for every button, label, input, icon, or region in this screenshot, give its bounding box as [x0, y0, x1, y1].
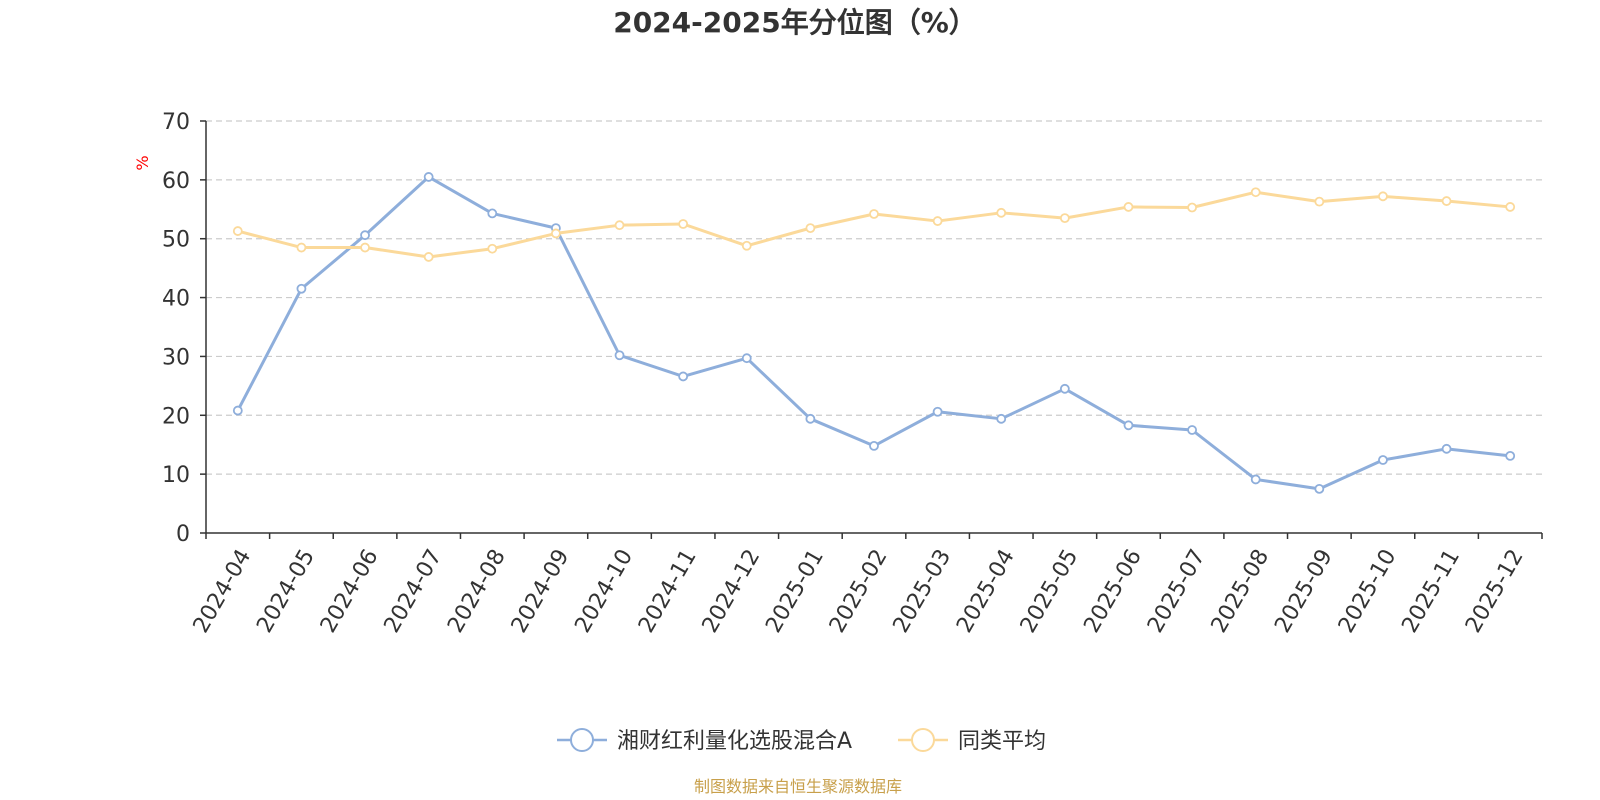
data-point: [996, 207, 1007, 218]
data-point: [1505, 202, 1516, 212]
data-point: [1123, 202, 1134, 212]
data-point: [360, 230, 370, 241]
x-tick-label: 2024-09: [507, 545, 575, 637]
x-tick-label: 2025-10: [1334, 545, 1402, 637]
y-tick-label: 40: [162, 287, 190, 312]
legend-label: 湘财红利量化选股混合A: [617, 729, 852, 754]
y-tick-label: 60: [162, 169, 190, 194]
x-tick-label: 2025-01: [761, 545, 829, 637]
data-point: [296, 242, 307, 253]
y-tick-label: 30: [162, 345, 190, 370]
data-point: [805, 413, 816, 424]
x-tick-label: 2025-07: [1143, 545, 1211, 637]
data-point: [805, 223, 816, 234]
data-point: [1187, 425, 1197, 435]
data-point: [741, 353, 752, 364]
y-axis-unit: %: [133, 155, 152, 170]
legend-marker: [911, 728, 935, 752]
data-point: [1378, 191, 1388, 202]
data-point: [232, 226, 243, 236]
x-tick-label: 2024-06: [316, 545, 384, 637]
data-point: [1314, 196, 1325, 207]
data-point: [741, 240, 752, 251]
x-tick-label: 2024-10: [570, 545, 638, 637]
data-point: [932, 406, 943, 417]
x-tick-label: 2025-02: [825, 545, 893, 637]
data-point: [869, 209, 879, 219]
data-point: [551, 228, 561, 239]
data-point: [678, 219, 689, 229]
x-tick-label: 2024-11: [634, 545, 702, 637]
x-tick-label: 2025-09: [1270, 545, 1338, 637]
legend-label: 同类平均: [958, 729, 1046, 754]
legend-marker: [570, 728, 594, 752]
data-point: [1441, 196, 1452, 206]
data-point: [996, 413, 1007, 424]
data-point: [1314, 483, 1325, 494]
x-tick-label: 2025-08: [1207, 545, 1275, 637]
series-lines: [232, 172, 1516, 494]
data-source: 制图数据来自恒生聚源数据库: [694, 777, 902, 796]
x-tick-label: 2025-11: [1397, 545, 1465, 637]
data-point: [614, 350, 625, 361]
grid-lines: [206, 120, 1542, 475]
data-point: [296, 283, 307, 294]
x-tick-label: 2025-06: [1079, 545, 1147, 637]
legend-item-2: 同类平均: [898, 728, 1046, 754]
x-tick-label: 2025-03: [889, 545, 957, 637]
data-point: [1059, 383, 1070, 394]
data-point: [1378, 455, 1388, 465]
axes: 0102030405060702024-042024-052024-062024…: [162, 110, 1543, 637]
data-point: [1250, 474, 1261, 485]
data-point: [423, 252, 434, 262]
data-point: [1441, 443, 1452, 454]
chart-title: 2024-2025年分位图（%）: [613, 6, 977, 39]
legend-item-1: 湘财红利量化选股混合A: [557, 728, 852, 754]
x-tick-label: 2024-12: [698, 545, 766, 637]
series-2: [232, 187, 1516, 262]
y-tick-label: 50: [162, 228, 190, 253]
y-tick-label: 0: [176, 522, 190, 547]
data-point: [360, 242, 370, 253]
data-point: [487, 208, 498, 219]
data-point: [487, 243, 498, 254]
data-point: [614, 220, 625, 231]
data-point: [932, 216, 943, 226]
data-point: [678, 371, 689, 382]
x-tick-label: 2024-07: [380, 545, 448, 637]
data-point: [1250, 187, 1261, 198]
x-tick-label: 2025-12: [1461, 545, 1529, 637]
y-tick-label: 20: [162, 404, 190, 429]
data-point: [1059, 213, 1070, 224]
x-tick-label: 2025-05: [1016, 545, 1084, 637]
y-tick-label: 10: [162, 463, 190, 488]
legend: 湘财红利量化选股混合A 同类平均: [557, 728, 1046, 754]
data-point: [1187, 202, 1197, 213]
data-point: [232, 405, 243, 416]
x-tick-label: 2024-04: [189, 545, 257, 637]
x-tick-label: 2025-04: [952, 545, 1020, 637]
x-tick-label: 2024-08: [443, 545, 511, 637]
data-point: [1123, 420, 1134, 431]
y-tick-label: 70: [162, 110, 190, 135]
data-point: [423, 172, 434, 182]
data-point: [869, 440, 879, 451]
series-1: [232, 172, 1516, 494]
x-tick-label: 2024-05: [252, 545, 320, 637]
data-point: [1505, 450, 1516, 461]
